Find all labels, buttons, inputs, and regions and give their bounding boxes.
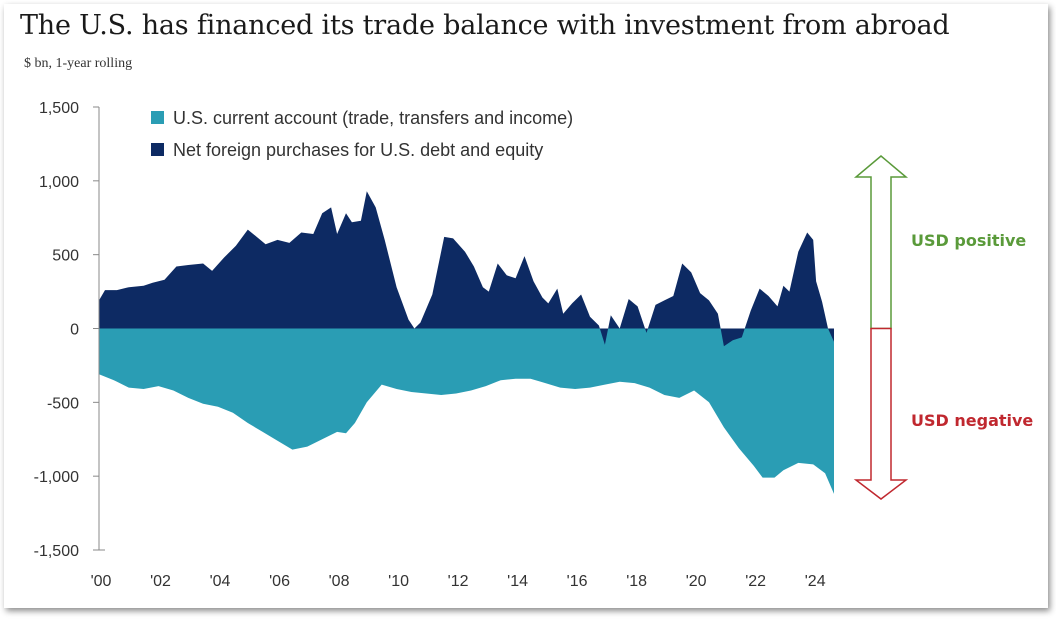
usd-positive-arrow: [853, 155, 909, 330]
series-area-1: [99, 328, 834, 494]
series-area-2: [99, 191, 834, 347]
y-tick-label: -1,000: [34, 469, 79, 486]
x-tick-label: '14: [507, 573, 528, 590]
x-tick-label: '16: [567, 573, 588, 590]
y-tick-label: 1,000: [39, 174, 79, 191]
x-tick-label: '22: [745, 573, 766, 590]
legend-label-2: Net foreign purchases for U.S. debt and …: [173, 140, 543, 160]
area-chart: 1,500 1,000 500 0 -500 -1,000 -1,500 '00 '02 '04 '…: [34, 100, 1034, 590]
x-tick-label: '02: [150, 573, 171, 590]
y-tick-label: -1,500: [34, 543, 79, 560]
x-tick-label: '24: [805, 573, 826, 590]
legend-swatch-2: [151, 143, 164, 156]
y-tick-label: 500: [52, 248, 79, 265]
y-tick-label: 1,500: [39, 100, 79, 117]
x-tick-label: '00: [91, 573, 112, 590]
x-tick-label: '08: [329, 573, 350, 590]
usd-positive-label: USD positive: [911, 231, 1026, 250]
chart-card: The U.S. has financed its trade balance …: [4, 4, 1048, 608]
legend-swatch-1: [151, 111, 164, 124]
y-tick-label: 0: [70, 322, 79, 339]
x-tick-label: '10: [388, 573, 409, 590]
x-tick-label: '20: [686, 573, 707, 590]
x-tick-label: '04: [210, 573, 231, 590]
usd-negative-label: USD negative: [911, 411, 1033, 430]
chart-title: The U.S. has financed its trade balance …: [20, 10, 950, 41]
x-tick-label: '06: [269, 573, 290, 590]
x-tick-label: '12: [448, 573, 469, 590]
y-tick-label: -500: [47, 395, 79, 412]
chart-subtitle: $ bn, 1-year rolling: [24, 56, 133, 71]
usd-negative-arrow: [853, 327, 909, 500]
x-tick-label: '18: [626, 573, 647, 590]
legend-label-1: U.S. current account (trade, transfers a…: [173, 108, 573, 128]
